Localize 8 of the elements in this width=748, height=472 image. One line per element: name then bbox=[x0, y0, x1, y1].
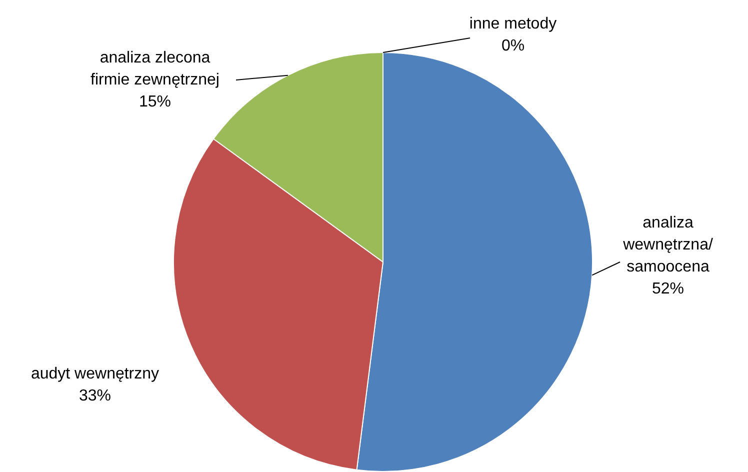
data-label: 33% bbox=[78, 387, 112, 404]
data-label: 52% bbox=[652, 280, 684, 298]
slice-label: audyt wewnętrzny bbox=[30, 365, 160, 382]
data-label: 15% bbox=[138, 93, 172, 110]
slice-label: analiza zlecona firmie zewnętrznej bbox=[90, 49, 220, 88]
slice-label: analiza wewnętrzna/ samoocena bbox=[622, 214, 714, 276]
category-label: inne metody bbox=[469, 15, 557, 32]
text: 0% bbox=[501, 37, 525, 54]
